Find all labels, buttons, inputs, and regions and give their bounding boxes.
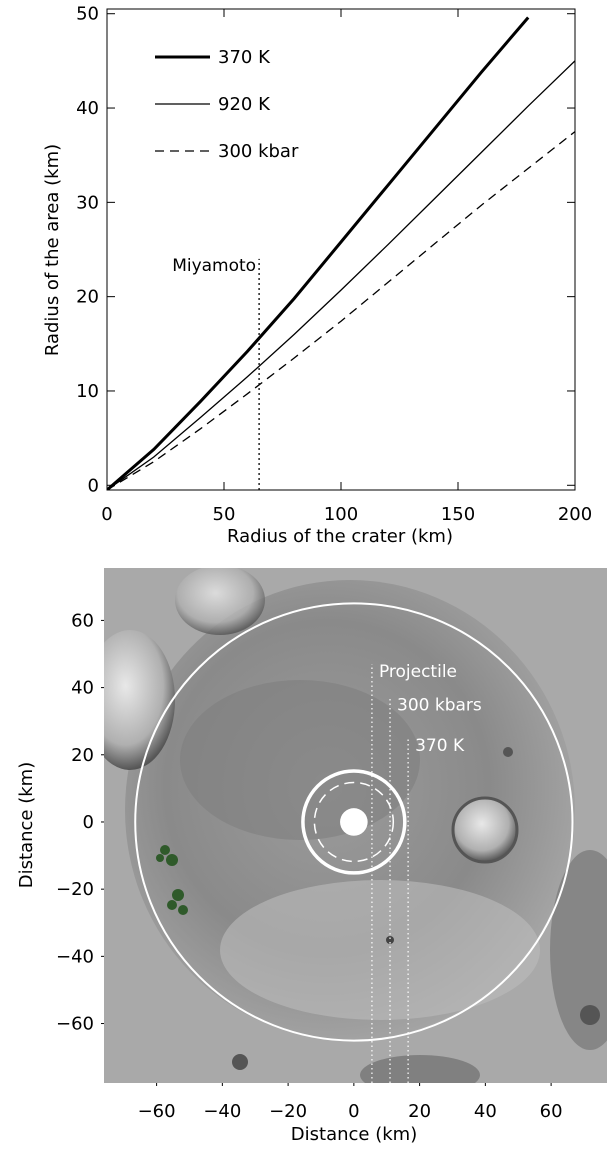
plot-frame	[106, 8, 576, 491]
series-line	[107, 131, 575, 490]
x-tick-label: 60	[540, 1101, 563, 1122]
y-axis-label: Distance (km)	[16, 762, 37, 888]
series-line	[107, 60, 575, 490]
y-tick-label: 0	[88, 475, 99, 496]
y-tick-label: 10	[76, 381, 99, 402]
annotation: 370 K	[415, 736, 465, 756]
ring	[134, 602, 574, 1042]
curves	[107, 16, 575, 490]
x-tick-label: 150	[441, 504, 475, 525]
y-tick-label: −40	[56, 946, 94, 967]
y-tick-label: 0	[83, 812, 94, 833]
y-tick-label: −60	[56, 1014, 94, 1035]
x-axis-label: Radius of the crater (km)	[227, 526, 453, 547]
projectile-disk	[340, 808, 368, 836]
overlay: Projectile 300 kbars 370 K	[134, 602, 574, 1083]
ring	[313, 781, 395, 863]
x-tick-label: 20	[408, 1101, 431, 1122]
line-chart: Radius of the crater (km) Radius of the …	[42, 4, 592, 547]
y-tick-label: 60	[71, 610, 94, 631]
x-tick-label: 50	[213, 504, 236, 525]
reference-label: Miyamoto	[172, 256, 256, 276]
ring	[301, 769, 407, 875]
x-axis-label: Distance (km)	[291, 1124, 417, 1145]
x-tick-label: 0	[348, 1101, 359, 1122]
x-tick-label: 40	[474, 1101, 497, 1122]
y-tick-label: 20	[71, 745, 94, 766]
legend-label: 370 K	[218, 47, 271, 68]
x-tick-label: −20	[269, 1101, 307, 1122]
y-tick-label: 30	[76, 192, 99, 213]
legend-label: 300 kbar	[218, 141, 299, 162]
y-tick-label: 40	[76, 98, 99, 119]
y-tick-label: 20	[76, 287, 99, 308]
y-tick-label: −20	[56, 879, 94, 900]
annotation: 300 kbars	[397, 696, 482, 716]
x-tick-label: −60	[138, 1101, 176, 1122]
y-axis-label: Radius of the area (km)	[42, 144, 63, 356]
x-tick-label: −40	[203, 1101, 241, 1122]
image-chart: Distance (km) Distance (km) −60 −40 −20 0 20…	[16, 602, 574, 1145]
y-tick-label: 50	[76, 4, 99, 25]
x-tick-label: 200	[558, 504, 592, 525]
annotation: Projectile	[379, 662, 457, 682]
x-tick-label: 100	[324, 504, 358, 525]
legend-label: 920 K	[218, 94, 271, 115]
y-tick-label: 40	[71, 678, 94, 699]
series-line	[107, 16, 530, 490]
x-tick-label: 0	[101, 504, 112, 525]
